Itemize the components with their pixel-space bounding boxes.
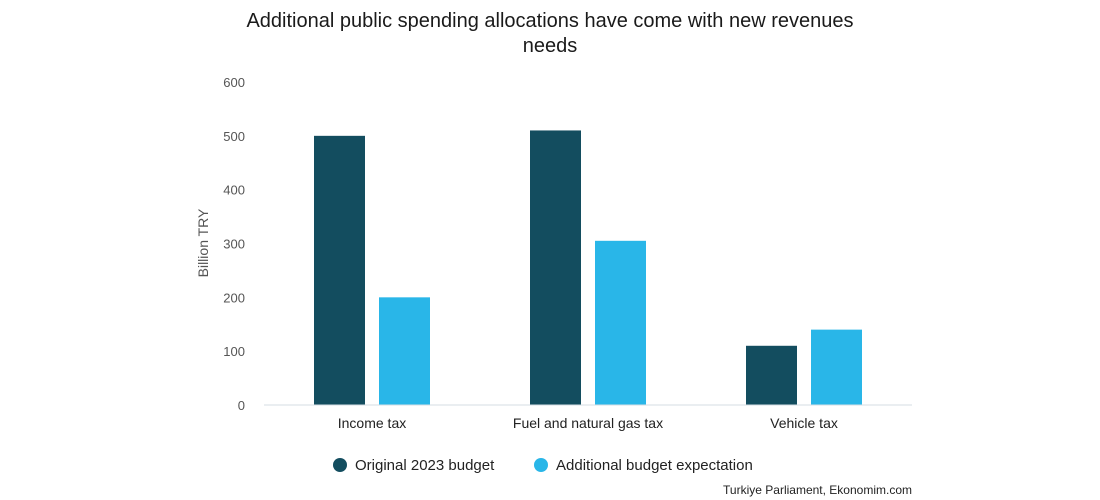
legend: Original 2023 budget Additional budget e… [333,457,753,474]
y-tick-label: 100 [223,344,245,359]
chart-title: Additional public spending allocations h… [246,10,853,57]
x-axis-category-labels: Income tax Fuel and natural gas tax Vehicl… [338,415,838,431]
chart-title-line-2: needs [523,35,578,57]
legend-label-additional: Additional budget expectation [556,457,753,474]
y-tick-label: 400 [223,183,245,198]
y-axis-label: Billion TRY [195,208,211,277]
bar-original-0 [314,135,365,406]
x-category-label: Income tax [338,415,406,431]
y-tick-label: 600 [223,75,245,90]
source-note: Turkiye Parliament, Ekonomim.com [723,483,912,497]
bar-original-1 [530,130,581,405]
y-tick-label: 200 [223,290,245,305]
y-axis-ticks: 0 100 200 300 400 500 600 [223,75,245,413]
y-tick-label: 0 [238,398,245,413]
x-category-label: Fuel and natural gas tax [513,415,663,431]
bar-additional-0 [379,297,430,405]
bar-additional-1 [595,240,646,405]
legend-swatch-original [333,458,347,472]
chart-title-line-1: Additional public spending allocations h… [246,10,853,32]
legend-swatch-additional [534,458,548,472]
bars [314,130,862,406]
legend-label-original: Original 2023 budget [355,457,495,474]
y-tick-label: 300 [223,237,245,252]
x-category-label: Vehicle tax [770,415,838,431]
legend-item-original[interactable]: Original 2023 budget [333,457,495,474]
y-tick-label: 500 [223,129,245,144]
legend-item-additional[interactable]: Additional budget expectation [534,457,753,474]
bar-additional-2 [811,329,862,405]
bar-original-2 [746,345,797,405]
